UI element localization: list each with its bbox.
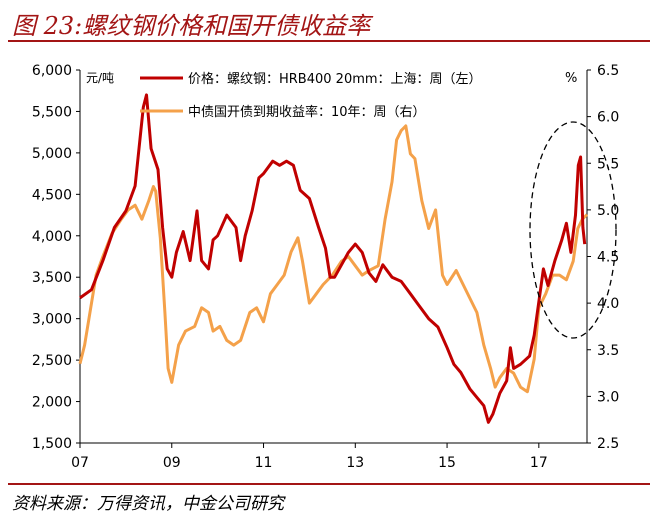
y-left-tick-label: 4,500 bbox=[32, 187, 72, 203]
y-right-tick-label: 4.0 bbox=[597, 296, 619, 312]
x-tick-label: 09 bbox=[163, 455, 181, 471]
legend-label-yield: 中债国开债到期收益率：10年：周（右） bbox=[188, 104, 426, 120]
y-left-unit: 元/吨 bbox=[86, 71, 114, 85]
source-rule bbox=[8, 483, 650, 485]
y-right-tick-label: 4.5 bbox=[597, 250, 619, 266]
x-tick-label: 11 bbox=[255, 455, 273, 471]
y-left-tick-label: 3,000 bbox=[32, 312, 72, 328]
series-line-price bbox=[79, 93, 587, 424]
y-left-tick-label: 1,500 bbox=[32, 436, 72, 452]
y-left-tick-label: 4,000 bbox=[32, 229, 72, 245]
chart-series bbox=[78, 93, 617, 424]
y-right-tick-label: 5.0 bbox=[597, 203, 619, 219]
y-left-tick-label: 5,500 bbox=[32, 104, 72, 120]
y-left-tick-label: 3,500 bbox=[32, 270, 72, 286]
title-rule bbox=[8, 40, 650, 42]
x-tick-label: 07 bbox=[71, 455, 89, 471]
y-right-tick-label: 3.0 bbox=[597, 389, 619, 405]
figure-title: 图 23:螺纹钢价格和国开债收益率 bbox=[12, 12, 371, 40]
y-right-tick-label: 2.5 bbox=[597, 436, 619, 452]
y-left-tick-label: 2,000 bbox=[32, 395, 72, 411]
y-left-tick-label: 6,000 bbox=[32, 63, 72, 79]
series-line-yield bbox=[78, 124, 589, 394]
x-tick-label: 15 bbox=[438, 455, 456, 471]
chart-axes: 1,500 2,000 2,500 3,000 3,500 4,000 4,500 5,000… bbox=[32, 63, 619, 471]
y-right-tick-label: 6.5 bbox=[597, 63, 619, 79]
legend-label-price: 价格：螺纹钢：HRB400 20mm：上海：周（左） bbox=[188, 71, 482, 87]
y-left-tick-label: 5,000 bbox=[32, 146, 72, 162]
source-note: 资料来源：万得资讯，中金公司研究 bbox=[12, 494, 284, 514]
highlight-ellipse bbox=[529, 121, 617, 339]
y-right-unit: % bbox=[565, 71, 577, 86]
x-tick-label: 13 bbox=[346, 455, 364, 471]
y-right-tick-label: 6.0 bbox=[597, 110, 619, 126]
chart-legend: 价格：螺纹钢：HRB400 20mm：上海：周（左） 中债国开债到期收益率：10年… bbox=[140, 71, 482, 120]
x-tick-label: 17 bbox=[530, 455, 548, 471]
y-left-tick-label: 2,500 bbox=[32, 353, 72, 369]
y-right-tick-label: 3.5 bbox=[597, 343, 619, 359]
y-right-tick-label: 5.5 bbox=[597, 156, 619, 172]
